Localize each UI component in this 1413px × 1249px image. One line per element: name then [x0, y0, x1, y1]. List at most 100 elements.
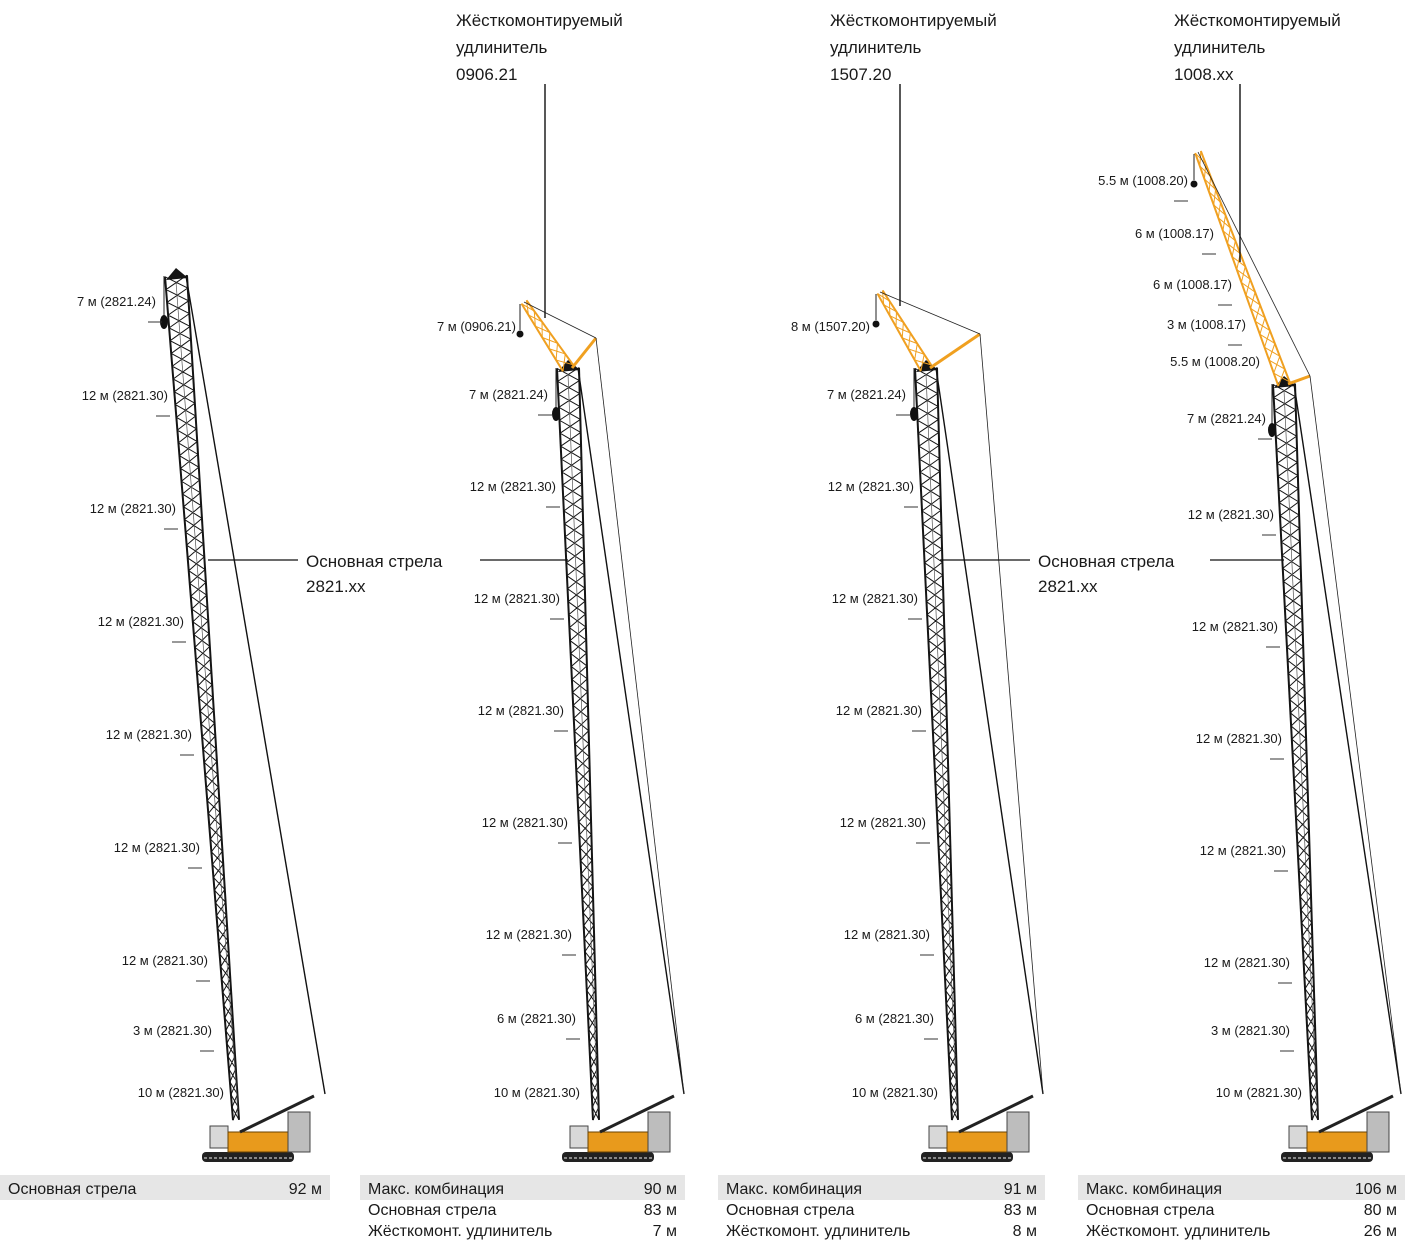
- spec-table-header-bg: [718, 1175, 1045, 1200]
- jib-callout-1507: Жёсткомонтируемый удлинитель 1507.20: [830, 11, 997, 306]
- hook-block: [1268, 423, 1276, 437]
- mast: [239, 1094, 315, 1134]
- jib-hook-block: [1190, 180, 1198, 188]
- segment-label: 12 м (2821.30): [1188, 507, 1274, 522]
- jib-chord-left: [876, 293, 922, 372]
- main-boom: [164, 274, 240, 1121]
- segment-label: 12 м (2821.30): [478, 703, 564, 718]
- spec-table-header-bg: [0, 1175, 330, 1200]
- spec-table-header-bg: [1078, 1175, 1405, 1200]
- jib-callout-0906-text: 0906.21: [456, 65, 517, 84]
- segment-label: 7 м (2821.24): [469, 387, 548, 402]
- spec-table: Макс. комбинация 90 м Основная стрела 83 м Ж…: [360, 1175, 685, 1240]
- operator-cab: [1288, 1125, 1308, 1149]
- segment-label: 12 м (2821.30): [470, 479, 556, 494]
- boom-head: [166, 268, 188, 280]
- jib-lacing: [1194, 150, 1290, 387]
- jib-chord-right: [525, 299, 574, 366]
- spec-row-label: Основная стрела: [1086, 1202, 1214, 1219]
- hoist-rope: [925, 373, 958, 1111]
- jib-callout-1008-text: 1008.xx: [1174, 65, 1234, 84]
- segment-label: 12 м (2821.30): [828, 479, 914, 494]
- jib-callout-0906-text: Жёсткомонтируемый: [456, 11, 623, 30]
- segment-label: 5.5 м (1008.20): [1170, 354, 1260, 369]
- segment-label: 6 м (2821.30): [855, 1011, 934, 1026]
- segment-label: 12 м (2821.30): [114, 840, 200, 855]
- main-boom-callout-text: Основная стрела: [1038, 552, 1175, 571]
- jib: [1190, 150, 1402, 1095]
- spec-row-value: 80 м: [1364, 1202, 1397, 1219]
- spec-row-value: 106 м: [1355, 1181, 1397, 1198]
- jib-callout-1008-text: удлинитель: [1174, 38, 1266, 57]
- hook-block: [910, 407, 918, 421]
- segment-label: 7 м (2821.24): [77, 294, 156, 309]
- config-2: 7 м (0906.21) 7 м (2821.24) 12 м (2821.30)…: [360, 299, 685, 1240]
- spec-row-label: Макс. комбинация: [726, 1181, 862, 1198]
- spec-row-label: Основная стрела: [8, 1181, 136, 1198]
- upper-carriage: [1306, 1131, 1370, 1153]
- main-boom: [1272, 383, 1319, 1121]
- main-boom-callout-text: 2821.xx: [306, 577, 366, 596]
- pendant-line: [577, 367, 685, 1095]
- spec-row-label: Жёсткомонт. удлинитель: [726, 1223, 910, 1240]
- main-boom-callout-left: Основная стрела 2821.xx: [208, 552, 568, 596]
- segment-label: 12 м (2821.30): [844, 927, 930, 942]
- hook-block: [552, 407, 560, 421]
- upper-carriage: [587, 1131, 651, 1153]
- operator-cab: [209, 1125, 229, 1149]
- hoist-rope: [1283, 389, 1318, 1111]
- jib-guy-front: [1197, 151, 1311, 377]
- operator-cab: [569, 1125, 589, 1149]
- jib-guy-back: [595, 337, 685, 1095]
- spec-row-value: 90 м: [644, 1181, 677, 1198]
- counterweight: [287, 1111, 311, 1153]
- crawler-track: [202, 1152, 294, 1162]
- jib-guy-front: [523, 301, 597, 339]
- crawler-track: [921, 1152, 1013, 1162]
- hook-block: [160, 315, 168, 329]
- pendant-line: [185, 275, 326, 1095]
- counterweight: [1006, 1111, 1030, 1153]
- jib: [516, 299, 685, 1095]
- mast: [599, 1094, 675, 1134]
- jib-chord-right: [881, 289, 932, 366]
- config-1: 7 м (2821.24) 12 м (2821.30) 12 м (2821.30…: [0, 268, 330, 1200]
- spec-row-label: Макс. комбинация: [1086, 1181, 1222, 1198]
- hoist-rope: [567, 373, 599, 1111]
- config-4: 5.5 м (1008.20) 6 м (1008.17) 6 м (1008.17…: [1078, 150, 1405, 1240]
- segment-label: 12 м (2821.30): [82, 388, 168, 403]
- mast: [1318, 1094, 1394, 1134]
- jib-strut: [929, 332, 981, 370]
- spec-row-value: 83 м: [1004, 1202, 1037, 1219]
- spec-table: Макс. комбинация 91 м Основная стрела 83 м Ж…: [718, 1175, 1045, 1240]
- segment-label: 3 м (2821.30): [133, 1023, 212, 1038]
- segment-label: 12 м (2821.30): [482, 815, 568, 830]
- segment-label: 12 м (2821.30): [98, 614, 184, 629]
- jib-hook-block: [516, 330, 524, 338]
- main-boom-callout-text: Основная стрела: [306, 552, 443, 571]
- jib-lacing: [521, 300, 574, 372]
- spec-table: Макс. комбинация 106 м Основная стрела 80 м…: [1078, 1175, 1405, 1240]
- jib-lacing: [877, 290, 932, 372]
- jib-guy-back: [1309, 375, 1402, 1095]
- pendant-line: [935, 367, 1044, 1095]
- crawler-track: [562, 1152, 654, 1162]
- jib-callout-1008: Жёсткомонтируемый удлинитель 1008.xx: [1174, 11, 1341, 262]
- jib-guy-front: [879, 291, 981, 335]
- mast: [958, 1094, 1034, 1134]
- segment-label: 3 м (2821.30): [1211, 1023, 1290, 1038]
- segment-label: 3 м (1008.17): [1167, 317, 1246, 332]
- segment-label: 12 м (2821.30): [1196, 731, 1282, 746]
- spec-row-value: 92 м: [289, 1181, 322, 1198]
- segment-label: 12 м (2821.30): [106, 727, 192, 742]
- main-boom-lacing: [164, 274, 240, 1121]
- main-boom-callout-text: 2821.xx: [1038, 577, 1098, 596]
- upper-carriage: [946, 1131, 1010, 1153]
- spec-row-label: Макс. комбинация: [368, 1181, 504, 1198]
- segment-label: 12 м (2821.30): [1204, 955, 1290, 970]
- jib-guy-back: [979, 333, 1044, 1095]
- segment-label: 7 м (2821.24): [827, 387, 906, 402]
- segment-label: 10 м (2821.30): [1216, 1085, 1302, 1100]
- upper-carriage: [227, 1131, 291, 1153]
